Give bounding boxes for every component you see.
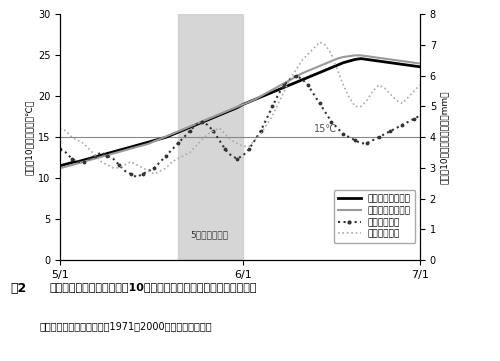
Y-axis label: 播種後10日平均気温（℃）: 播種後10日平均気温（℃）	[24, 100, 34, 175]
Text: 東北中北部における播種後10日間の日平均気温及び日降水量の推移: 東北中北部における播種後10日間の日平均気温及び日降水量の推移	[50, 282, 258, 292]
Text: （数値は気象庁の平年値（1971〜2000年）より算出。）: （数値は気象庁の平年値（1971〜2000年）より算出。）	[40, 321, 212, 331]
Text: 5月下旬播種期: 5月下旬播種期	[190, 230, 228, 239]
Text: 15℃: 15℃	[314, 124, 337, 134]
Bar	[178, 14, 243, 260]
Text: 図2: 図2	[10, 282, 26, 295]
Y-axis label: 播種後10日間平均降水量（mm）: 播種後10日間平均降水量（mm）	[440, 90, 449, 184]
Legend: 盛岡市日平均気温, 秋田市日平均気温, 盛岡市降水量, 秋田市降水量: 盛岡市日平均気温, 秋田市日平均気温, 盛岡市降水量, 秋田市降水量	[334, 190, 415, 243]
